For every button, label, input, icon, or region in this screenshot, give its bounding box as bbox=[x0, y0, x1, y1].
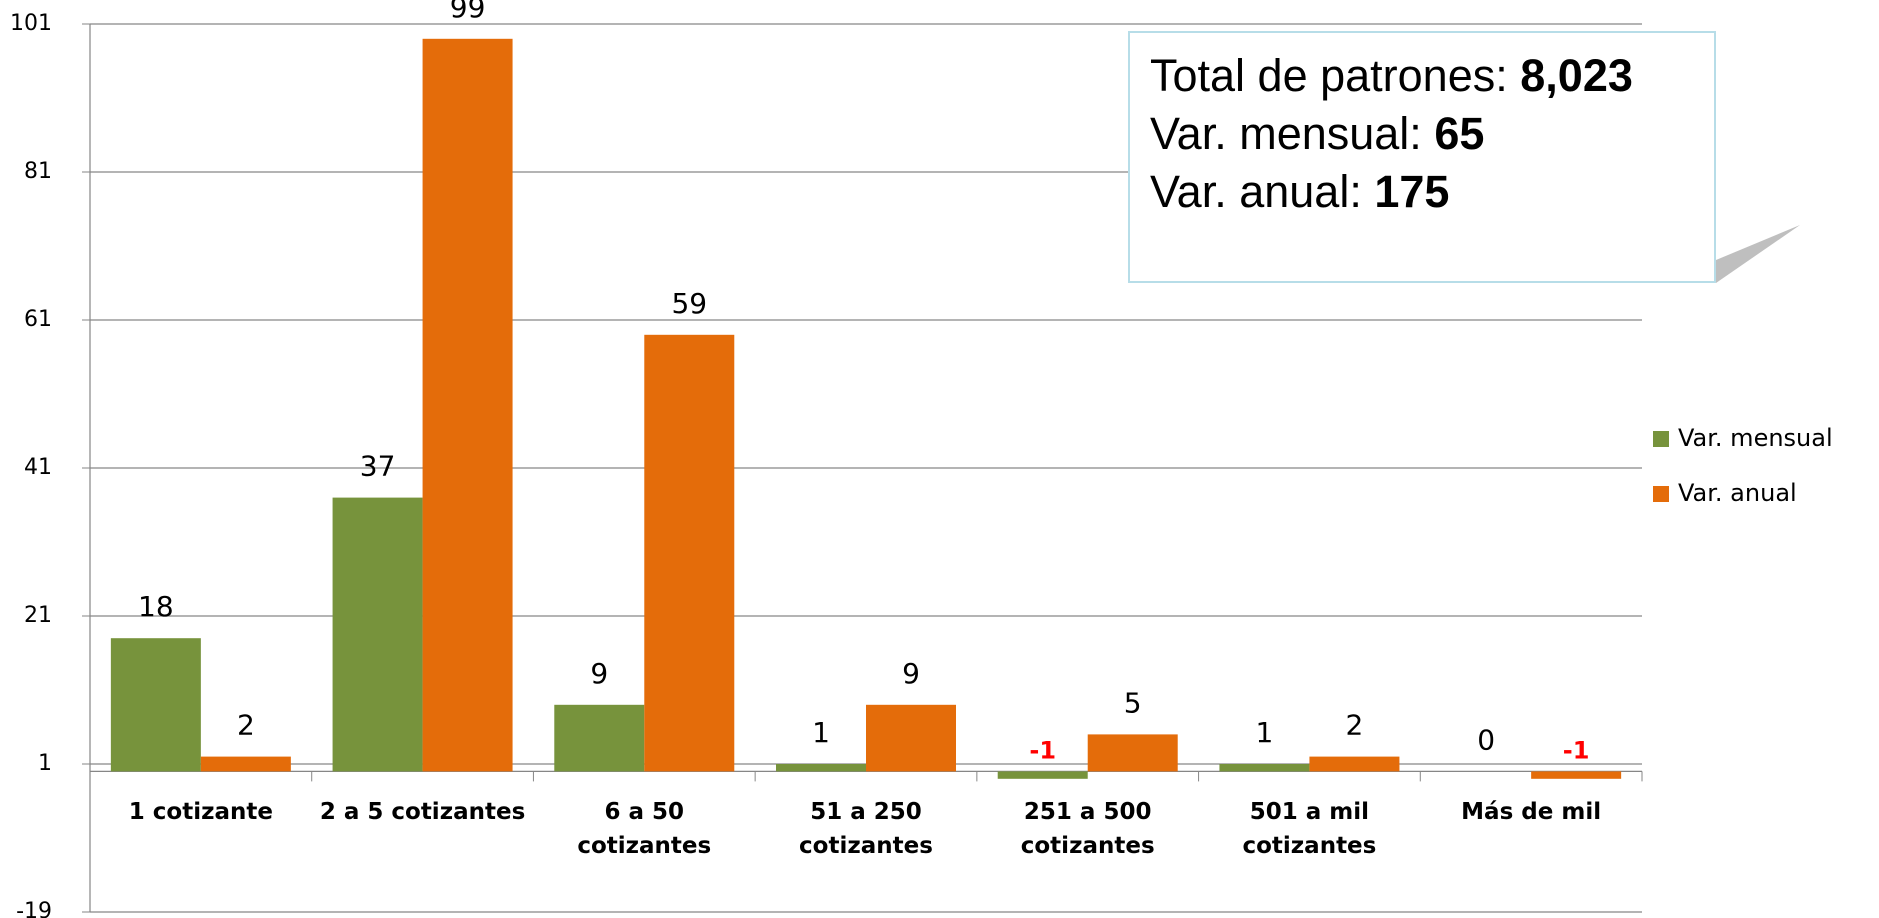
x-tick-label: 251 a 500 cotizantes bbox=[1020, 799, 1155, 860]
annotation-value: 65 bbox=[1434, 108, 1485, 159]
data-label: 0 bbox=[1477, 723, 1495, 756]
annotation-line: Var. anual: 175 bbox=[1150, 163, 1694, 221]
legend-label: Var. mensual bbox=[1678, 424, 1833, 452]
bar bbox=[1087, 734, 1178, 772]
annotation-value: 8,023 bbox=[1520, 50, 1633, 101]
bar bbox=[110, 638, 201, 772]
legend-label: Var. anual bbox=[1678, 479, 1797, 507]
y-tick-label: 81 bbox=[24, 159, 52, 184]
y-tick-label: 61 bbox=[24, 307, 52, 332]
data-label: 18 bbox=[138, 590, 174, 623]
annotation-label: Total de patrones: bbox=[1150, 50, 1508, 101]
bar bbox=[1219, 764, 1310, 772]
bar bbox=[422, 38, 513, 772]
y-tick-label: 1 bbox=[38, 751, 52, 776]
bar bbox=[554, 704, 645, 772]
data-label: 99 bbox=[450, 0, 486, 24]
data-label: 5 bbox=[1124, 686, 1142, 719]
data-label: 1 bbox=[812, 716, 830, 749]
bar bbox=[866, 704, 956, 772]
y-tick-label: -19 bbox=[16, 899, 52, 918]
bar bbox=[776, 764, 866, 772]
annotation-label: Var. anual: bbox=[1150, 166, 1362, 217]
legend-swatch bbox=[1653, 486, 1669, 502]
data-label: 9 bbox=[902, 657, 920, 690]
y-tick-label: 21 bbox=[24, 603, 52, 628]
x-tick-label: 1 cotizante bbox=[128, 799, 273, 826]
bar bbox=[332, 497, 423, 772]
data-label: -1 bbox=[1029, 736, 1056, 764]
data-label: 2 bbox=[237, 709, 255, 742]
x-tick-label: Más de mil bbox=[1461, 799, 1602, 826]
y-tick-label: 101 bbox=[10, 11, 52, 36]
annotation-line: Total de patrones: 8,023 bbox=[1150, 47, 1694, 105]
data-label: 2 bbox=[1346, 709, 1364, 742]
x-tick-label: 51 a 250 cotizantes bbox=[799, 799, 933, 860]
x-tick-label: 6 a 50 cotizantes bbox=[577, 799, 712, 860]
annotation-value: 175 bbox=[1374, 166, 1450, 217]
bar bbox=[1531, 771, 1622, 779]
annotation-line: Var. mensual: 65 bbox=[1150, 105, 1694, 163]
bar bbox=[200, 756, 291, 772]
bar bbox=[997, 771, 1088, 779]
bar bbox=[644, 334, 735, 772]
annotation-label: Var. mensual: bbox=[1150, 108, 1422, 159]
bar bbox=[1309, 756, 1400, 772]
data-label: 37 bbox=[360, 450, 396, 483]
data-label: 9 bbox=[590, 657, 608, 690]
data-label: -1 bbox=[1563, 736, 1590, 764]
annotation-box: Total de patrones: 8,023 Var. mensual: 65… bbox=[1128, 31, 1716, 283]
callout-shadow bbox=[1716, 225, 1800, 283]
x-tick-label: 501 a mil cotizantes bbox=[1242, 799, 1377, 860]
data-label: 1 bbox=[1256, 716, 1274, 749]
legend-swatch bbox=[1653, 431, 1669, 447]
y-tick-label: 41 bbox=[24, 455, 52, 480]
data-label: 59 bbox=[671, 287, 707, 320]
x-tick-label: 2 a 5 cotizantes bbox=[319, 799, 526, 826]
